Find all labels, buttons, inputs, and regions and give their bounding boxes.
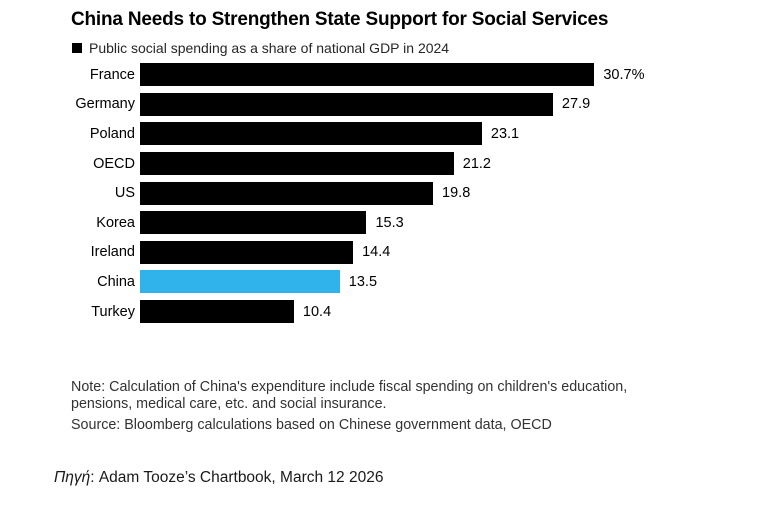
bar-row-china: China 13.5 — [72, 267, 644, 297]
bar-row-turkey: Turkey 10.4 — [72, 297, 644, 327]
note-line-1: Note: Calculation of China's expenditure… — [71, 379, 628, 395]
value-label: 13.5 — [348, 273, 378, 290]
bar-row-us: US 19.8 — [72, 178, 644, 208]
attribution-text: : Adam Tooze’s Chartbook, March 12 2026 — [90, 469, 384, 486]
category-label: US — [114, 185, 135, 202]
attribution-prefix: Πηγή — [54, 469, 91, 486]
bar-turkey — [140, 300, 294, 324]
category-label: Turkey — [91, 303, 135, 320]
bar-poland — [140, 122, 482, 146]
bar-korea — [140, 211, 367, 235]
value-label: 30.7% — [603, 66, 645, 83]
note-line-2: pensions, medical care, etc. and social … — [71, 396, 387, 412]
bar-row-ireland: Ireland 14.4 — [72, 238, 644, 268]
bar-row-oecd: OECD 21.2 — [72, 149, 644, 179]
bar-france — [140, 63, 595, 87]
value-label: 14.4 — [362, 244, 391, 261]
legend-label: Public social spending as a share of nat… — [89, 40, 450, 56]
chart-title: China Needs to Strengthen State Support … — [71, 9, 609, 30]
value-label: 19.8 — [442, 185, 471, 202]
legend: Public social spending as a share of nat… — [72, 40, 449, 56]
footnotes: Note: Calculation of China's expenditure… — [71, 379, 627, 434]
category-label: Ireland — [90, 244, 135, 261]
value-label: 23.1 — [490, 125, 520, 142]
value-label: 10.4 — [302, 303, 332, 320]
bar-oecd — [140, 152, 454, 176]
bar-row-korea: Korea 15.3 — [72, 208, 644, 238]
bar-row-poland: Poland 23.1 — [72, 119, 644, 149]
category-label: OECD — [93, 155, 135, 172]
category-label: Poland — [89, 125, 135, 142]
bar-germany — [140, 92, 553, 116]
category-label: Korea — [96, 214, 135, 231]
bar-china — [140, 270, 340, 294]
bar-row-france: France 30.7% — [72, 60, 644, 90]
bar-ireland — [140, 240, 354, 264]
value-label: 15.3 — [375, 214, 404, 231]
category-label: Germany — [75, 96, 135, 113]
legend-swatch-icon — [72, 43, 82, 53]
bar-chart: France 30.7% Germany 27.9 Poland 23.1 OECD 21.2… — [72, 60, 644, 326]
category-label: China — [97, 273, 135, 290]
bar-row-germany: Germany 27.9 — [72, 90, 644, 120]
value-label: 21.2 — [462, 155, 491, 172]
bar-us — [140, 181, 434, 205]
attribution-caption: Πηγή: Adam Tooze’s Chartbook, March 12 2… — [54, 469, 383, 487]
category-label: France — [89, 66, 135, 83]
value-label: 27.9 — [561, 96, 591, 113]
source-line: Source: Bloomberg calculations based on … — [71, 417, 552, 433]
